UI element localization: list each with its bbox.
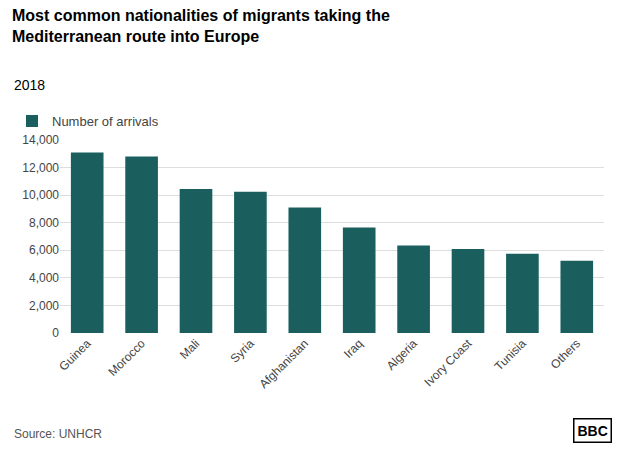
svg-text:Most common nationalities of m: Most common nationalities of migrants ta…: [12, 7, 390, 45]
svg-text:BBC: BBC: [578, 423, 608, 439]
svg-text:Tunisia: Tunisia: [492, 336, 529, 373]
svg-text:2,000: 2,000: [29, 299, 59, 313]
svg-text:Afghanistan: Afghanistan: [256, 336, 311, 391]
svg-text:14,000: 14,000: [22, 133, 59, 147]
svg-text:Others: Others: [548, 336, 583, 371]
svg-text:Morocco: Morocco: [106, 336, 149, 379]
svg-text:Algeria: Algeria: [384, 336, 421, 373]
svg-text:2018: 2018: [14, 77, 45, 93]
svg-text:12,000: 12,000: [22, 161, 59, 175]
svg-text:Source: UNHCR: Source: UNHCR: [14, 427, 102, 441]
svg-text:0: 0: [52, 326, 59, 340]
svg-text:Syria: Syria: [228, 336, 257, 365]
svg-text:4,000: 4,000: [29, 271, 59, 285]
svg-text:Guinea: Guinea: [56, 336, 93, 373]
svg-text:10,000: 10,000: [22, 188, 59, 202]
svg-text:8,000: 8,000: [29, 216, 59, 230]
svg-text:Iraq: Iraq: [341, 336, 366, 361]
svg-text:Ivory Coast: Ivory Coast: [422, 336, 475, 389]
svg-text:Number of arrivals: Number of arrivals: [52, 114, 159, 129]
svg-text:6,000: 6,000: [29, 243, 59, 257]
svg-text:Mali: Mali: [177, 336, 202, 361]
